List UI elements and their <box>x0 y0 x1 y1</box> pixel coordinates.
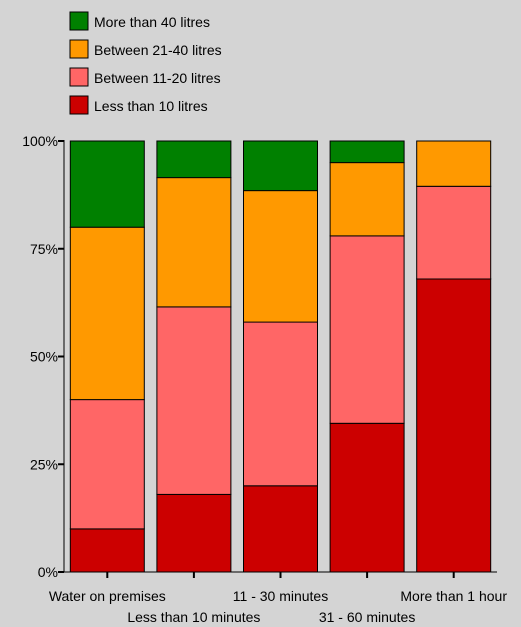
bar-31-60-minutes-between-11-20-litres <box>329 235 405 424</box>
bar-water-on-premises-less-than-10-litres <box>69 528 145 573</box>
bar-11-30-minutes-more-than-40-litres <box>243 140 318 192</box>
y-tick-label: 75% <box>30 241 58 257</box>
legend: More than 40 litres Between 21-40 litres B… <box>69 11 222 115</box>
x-tick-label-water-on-premises: Water on premises <box>49 588 166 604</box>
x-tick-label-11-30-minutes: 11 - 30 minutes <box>233 588 328 604</box>
bar-31-60-minutes-more-than-40-litres <box>329 140 405 164</box>
x-tick-label-31-60-minutes: 31 - 60 minutes <box>319 609 416 625</box>
legend-swatch-between-11-20-litres <box>69 67 89 87</box>
axes: 0% 25% 50% 75% 100% Water on premises Less tha… <box>22 133 507 625</box>
bar-more-than-1-hour-less-than-10-litres <box>416 278 492 573</box>
legend-label-between-11-20-litres: Between 11-20 litres <box>94 70 221 86</box>
bar-water-on-premises-between-11-20-litres <box>69 399 145 530</box>
bar-less-than-10-minutes-between-11-20-litres <box>156 306 232 495</box>
bar-11-30-minutes-less-than-10-litres <box>243 485 318 573</box>
bar-31-60-minutes-less-than-10-litres <box>329 422 405 573</box>
bar-less-than-10-minutes-less-than-10-litres <box>156 493 232 573</box>
bar-more-than-1-hour-between-11-20-litres <box>416 185 492 280</box>
y-tick-label: 100% <box>22 133 58 149</box>
bar-more-than-1-hour-between-21-40-litres <box>416 140 492 187</box>
legend-swatch-less-than-10-litres <box>69 95 89 115</box>
legend-label-between-21-40-litres: Between 21-40 litres <box>94 42 222 58</box>
bar-11-30-minutes-between-11-20-litres <box>243 321 318 487</box>
y-tick-label: 0% <box>38 564 58 580</box>
bar-water-on-premises-more-than-40-litres <box>69 140 145 228</box>
legend-swatch-between-21-40-litres <box>69 39 89 59</box>
legend-label-more-than-40-litres: More than 40 litres <box>94 14 210 30</box>
bar-11-30-minutes-between-21-40-litres <box>243 190 318 323</box>
legend-label-less-than-10-litres: Less than 10 litres <box>94 98 208 114</box>
y-tick-label: 25% <box>30 456 58 472</box>
bars <box>69 140 492 573</box>
bar-31-60-minutes-between-21-40-litres <box>329 162 405 237</box>
bar-less-than-10-minutes-between-21-40-litres <box>156 177 232 308</box>
y-tick-label: 50% <box>30 349 58 365</box>
bar-less-than-10-minutes-more-than-40-litres <box>156 140 232 179</box>
x-tick-label-less-than-10-minutes: Less than 10 minutes <box>127 609 260 625</box>
bar-water-on-premises-between-21-40-litres <box>69 226 145 401</box>
x-tick-label-more-than-1-hour: More than 1 hour <box>400 588 507 604</box>
legend-swatch-more-than-40-litres <box>69 11 89 31</box>
